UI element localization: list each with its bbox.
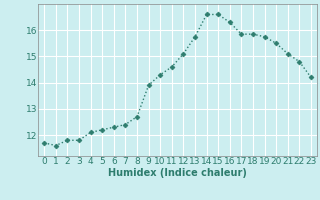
X-axis label: Humidex (Indice chaleur): Humidex (Indice chaleur): [108, 168, 247, 178]
